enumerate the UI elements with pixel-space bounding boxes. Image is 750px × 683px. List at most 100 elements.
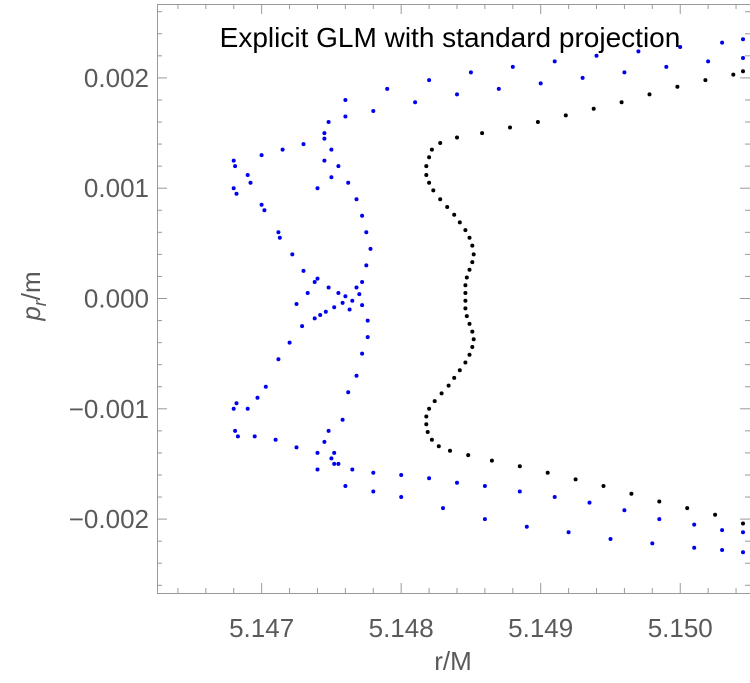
y-axis-title-suffix: /m — [16, 271, 46, 300]
data-point-series-2-20 — [463, 298, 468, 303]
y-tick-label-1: 0.002 — [84, 63, 149, 93]
data-point-series-1-26 — [300, 324, 305, 329]
data-point-series-1-116 — [329, 175, 334, 180]
data-point-series-1-90 — [371, 109, 376, 113]
data-point-series-2-57 — [563, 113, 568, 118]
data-point-series-1-87 — [322, 131, 327, 136]
data-point-series-1-66 — [720, 548, 725, 552]
data-point-series-1-93 — [496, 86, 501, 91]
data-point-series-2-22 — [464, 314, 469, 319]
data-point-series-1-27 — [287, 340, 292, 345]
data-point-series-1-35 — [235, 434, 240, 439]
data-point-series-1-65 — [692, 545, 697, 550]
data-point-series-1-44 — [399, 473, 404, 477]
data-point-series-2-30 — [452, 375, 457, 380]
data-point-series-2-27 — [467, 352, 472, 357]
data-point-series-2-17 — [464, 275, 469, 280]
data-point-series-1-25 — [312, 316, 317, 321]
data-point-series-2-58 — [591, 106, 596, 111]
x-tick-label-1: 5.147 — [229, 613, 294, 643]
y-tick-label-5: −0.002 — [69, 504, 149, 534]
data-point-series-1-31 — [245, 406, 250, 411]
data-point-series-2-59 — [619, 100, 624, 105]
data-point-series-1-14 — [326, 285, 331, 290]
y-axis-title: pr/m — [16, 271, 50, 321]
data-point-series-1-122 — [294, 302, 299, 306]
data-point-series-1-77 — [365, 318, 370, 323]
data-point-series-1-23 — [332, 305, 337, 310]
data-point-series-1-5 — [245, 173, 250, 177]
data-point-series-1-76 — [365, 335, 370, 340]
x-axis-title: r/M — [434, 646, 472, 676]
data-point-series-1-118 — [332, 461, 337, 466]
data-point-series-2-11 — [463, 228, 468, 233]
data-point-series-2-62 — [703, 78, 708, 83]
points-layer — [231, 37, 745, 555]
data-point-series-1-8 — [262, 208, 267, 213]
data-point-series-2-12 — [467, 235, 472, 240]
data-point-series-2-61 — [675, 84, 680, 89]
data-point-series-1-56 — [343, 484, 348, 488]
data-point-series-2-23 — [467, 321, 472, 326]
data-point-series-2-64 — [741, 69, 745, 74]
data-point-series-1-29 — [263, 384, 268, 389]
data-point-series-1-88 — [326, 120, 331, 124]
data-point-series-1-37 — [273, 437, 278, 442]
data-point-series-1-9 — [276, 230, 281, 235]
data-point-series-1-115 — [322, 158, 327, 163]
data-point-series-2-34 — [427, 406, 432, 411]
data-point-series-2-19 — [463, 291, 468, 295]
y-tick-label-3: 0.000 — [84, 284, 149, 314]
data-point-series-1-4 — [234, 191, 239, 196]
data-point-series-2-47 — [629, 491, 634, 496]
data-point-series-2-44 — [545, 470, 550, 475]
data-point-series-2-3 — [424, 164, 429, 169]
data-point-series-2-29 — [457, 368, 462, 373]
data-point-series-1-107 — [468, 70, 473, 75]
data-point-series-1-39 — [315, 450, 320, 455]
data-point-series-1-96 — [622, 70, 627, 75]
data-point-series-1-67 — [741, 550, 745, 555]
data-point-series-2-53 — [455, 135, 459, 140]
data-point-series-1-110 — [594, 53, 599, 58]
data-point-series-2-28 — [463, 360, 468, 365]
data-point-series-1-68 — [315, 467, 320, 472]
data-point-series-1-47 — [482, 484, 487, 488]
data-point-series-1-71 — [332, 450, 337, 455]
data-point-series-1-104 — [343, 98, 348, 102]
data-point-series-1-10 — [277, 235, 282, 240]
data-point-series-2-36 — [424, 422, 429, 427]
data-point-series-2-38 — [429, 437, 434, 442]
data-point-series-1-102 — [301, 142, 306, 147]
y-axis-title-sub: r — [30, 299, 50, 306]
data-point-series-1-82 — [360, 213, 365, 218]
data-point-series-1-80 — [368, 246, 373, 251]
data-point-series-1-21 — [347, 307, 352, 312]
data-point-series-1-18 — [357, 292, 362, 297]
y-tick-label-4: −0.001 — [69, 394, 149, 424]
data-point-series-1-73 — [346, 390, 351, 395]
data-point-series-1-74 — [354, 373, 359, 378]
data-point-series-1-46 — [455, 480, 459, 485]
data-point-series-1-79 — [364, 263, 369, 268]
data-point-series-1-28 — [276, 357, 281, 362]
data-point-series-1-60 — [482, 517, 487, 522]
data-point-series-1-36 — [252, 434, 257, 439]
data-point-series-1-111 — [636, 49, 641, 54]
data-point-series-1-7 — [259, 202, 264, 207]
data-point-series-1-119 — [312, 280, 317, 284]
data-point-series-2-43 — [517, 464, 522, 469]
data-point-series-2-50 — [713, 512, 718, 517]
data-point-series-2-46 — [601, 484, 606, 488]
data-point-series-1-57 — [371, 489, 376, 494]
data-point-series-2-18 — [463, 283, 468, 288]
data-point-series-1-91 — [413, 100, 418, 105]
data-point-series-1-1 — [231, 158, 236, 163]
data-point-series-1-6 — [248, 180, 253, 185]
ticks-layer: 5.147 5.148 5.149 5.150 0.002 0.001 0.000 −0.00… — [69, 4, 750, 643]
plot-title: Explicit GLM with standard projection — [220, 22, 681, 53]
data-point-series-1-52 — [657, 517, 662, 522]
data-point-series-1-41 — [336, 461, 341, 466]
